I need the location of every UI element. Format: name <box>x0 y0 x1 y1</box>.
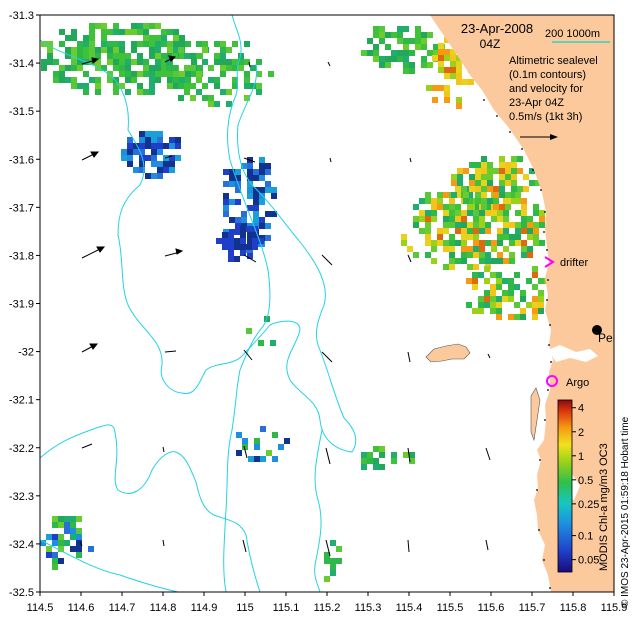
credit-text: © IMOS 23-Apr-2015 01:59:18 Hobart time <box>620 416 631 607</box>
colorbar-tick-label: 0.05 <box>578 555 599 567</box>
y-tick-label: -31.3 <box>9 10 34 22</box>
y-tick-label: -32.1 <box>9 395 34 407</box>
velocity-arrow <box>81 443 93 449</box>
y-tick-label: -31.6 <box>9 154 34 166</box>
velocity-arrow <box>248 61 251 68</box>
coastline-dots <box>483 99 552 589</box>
velocity-arrow <box>162 539 165 547</box>
y-tick-label: -31.7 <box>9 202 34 214</box>
swan-river <box>548 345 598 362</box>
velocity-arrow <box>485 447 491 461</box>
velocity-arrow <box>164 155 173 159</box>
velocity-arrow <box>243 254 257 263</box>
velocity-arrow <box>242 539 247 553</box>
x-tick-label: 115.3 <box>355 602 382 614</box>
x-tick-label: 114.6 <box>68 602 95 614</box>
colorbar-tick-label: 0.1 <box>578 531 593 543</box>
rottnest-island <box>425 343 471 363</box>
velocity-arrow <box>407 254 412 263</box>
velocity-arrow <box>321 254 333 266</box>
description-block: Altimetric sealevel (0.1m contours) and … <box>509 55 598 123</box>
reference-velocity-arrow <box>520 134 558 140</box>
velocity-arrow <box>81 57 100 65</box>
velocity-arrow <box>243 445 248 459</box>
y-tick-label: -32 <box>18 347 34 359</box>
x-tick-label: 115.9 <box>601 602 628 614</box>
x-tick-label: 114.9 <box>191 602 218 614</box>
colorbar-title: MODIS Chl-a mg/m3 OC3 <box>598 443 610 571</box>
velocity-arrow <box>81 246 106 259</box>
velocity-arrow <box>407 539 410 553</box>
x-tick-label: 114.8 <box>150 602 177 614</box>
colorbar <box>557 399 573 573</box>
description-line: Altimetric sealevel <box>509 55 598 67</box>
perth-marker: Perth <box>592 325 627 345</box>
sealevel-contours <box>40 15 357 592</box>
y-tick-label: -32.3 <box>9 491 34 503</box>
y-tick-label: -31.9 <box>9 299 34 311</box>
argo-label: Argo <box>566 377 589 389</box>
x-axis: 114.5 114.6 114.7 114.8 114.9 115 115.1 115.2 11… <box>27 592 628 614</box>
y-axis: -31.3 -31.4 -31.5 -31.6 -31.7 -31.8 -31.9 -32 -3… <box>9 10 40 599</box>
velocity-arrow <box>409 157 412 163</box>
x-tick-label: 115.6 <box>478 602 505 614</box>
y-tick-label: -32.4 <box>9 539 34 551</box>
velocity-arrows <box>79 55 491 557</box>
x-tick-label: 115.7 <box>519 602 546 614</box>
velocity-arrow <box>162 446 165 453</box>
velocity-arrow <box>487 353 491 359</box>
colorbar-tick-label: 0.25 <box>578 499 599 511</box>
x-tick-label: 115.2 <box>314 602 341 614</box>
x-tick-label: 115.8 <box>560 602 587 614</box>
x-tick-label: 115 <box>236 602 254 614</box>
x-tick-label: 114.5 <box>27 602 54 614</box>
y-tick-label: -32.2 <box>9 443 34 455</box>
x-tick-label: 115.5 <box>437 602 464 614</box>
velocity-arrow <box>164 350 177 353</box>
x-tick-label: 115.1 <box>273 602 300 614</box>
velocity-arrow <box>79 541 83 547</box>
velocity-arrow <box>321 351 333 363</box>
description-line: (0.1m contours) <box>509 69 586 81</box>
y-tick-label: -31.4 <box>9 58 34 70</box>
garden-island <box>530 387 541 442</box>
date-title: 23-Apr-2008 <box>461 21 533 36</box>
velocity-arrow <box>325 539 331 557</box>
velocity-arrow <box>243 349 253 361</box>
x-tick-label: 114.7 <box>109 602 136 614</box>
colorbar-ticks: 4 2 1 0.5 0.25 0.1 0.05 <box>572 403 599 567</box>
y-tick-label: -32.5 <box>9 587 34 599</box>
velocity-arrow <box>407 351 411 363</box>
time-title: 04Z <box>480 37 501 51</box>
velocity-arrow <box>329 157 332 163</box>
y-tick-label: -31.8 <box>9 250 34 262</box>
description-line: 23-Apr 04Z <box>509 97 564 109</box>
colorbar-tick-label: 4 <box>578 403 584 415</box>
x-tick-label: 115.4 <box>396 602 423 614</box>
velocity-arrow <box>81 343 99 353</box>
velocity-arrow <box>81 151 100 161</box>
perth-label: Perth <box>598 331 627 345</box>
colorbar-tick-label: 2 <box>578 427 584 439</box>
drifter-label: drifter <box>560 257 588 269</box>
description-line: and velocity for <box>509 83 583 95</box>
argo-marker: Argo <box>546 375 589 389</box>
velocity-arrow <box>485 539 489 551</box>
colorbar-tick-label: 0.5 <box>578 475 593 487</box>
velocity-arrow <box>325 447 331 465</box>
drifter-marker: drifter <box>544 256 588 269</box>
colorbar-tick-label: 1 <box>578 451 584 463</box>
scale-label: 200 1000m <box>545 28 600 40</box>
velocity-arrow <box>164 55 177 63</box>
velocity-arrow <box>407 447 411 463</box>
velocity-arrow <box>243 157 256 163</box>
velocity-arrow <box>164 248 184 257</box>
y-tick-label: -31.5 <box>9 106 34 118</box>
velocity-arrow <box>327 61 331 67</box>
description-line: 0.5m/s (1kt 3h) <box>509 111 582 123</box>
